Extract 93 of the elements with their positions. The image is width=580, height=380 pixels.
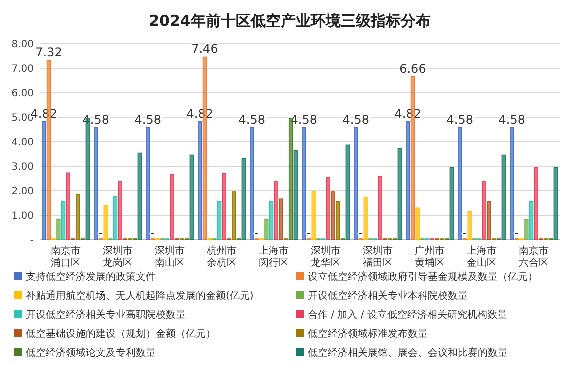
legend-label: 合作 / 加入 / 设立低空经济相关研究机构数量 [308, 309, 508, 321]
bar [468, 211, 472, 240]
y-tick-label: 3.00 [12, 162, 34, 173]
bar [274, 182, 279, 240]
bar [378, 176, 383, 240]
data-label: 7.46 [192, 42, 218, 56]
bar [482, 182, 487, 240]
bar [364, 196, 368, 240]
bar [331, 192, 336, 240]
data-label: 4.58 [498, 112, 526, 127]
bar [222, 173, 227, 240]
bar [250, 127, 254, 240]
data-label: 6.66 [400, 62, 426, 76]
data-label: 7.32 [36, 46, 62, 60]
bar [312, 192, 316, 240]
y-tick-label: 7.00 [12, 64, 34, 75]
y-tick-label: 8.00 [12, 40, 34, 50]
bar [354, 127, 358, 240]
legend-label: 开设低空经济相关专业高职院校数量 [26, 309, 186, 321]
bar [138, 152, 142, 240]
data-label: - [358, 226, 364, 240]
bar [146, 127, 150, 240]
x-tick-label: 上海市闵行区 [259, 245, 289, 269]
data-label: 4.58 [446, 112, 474, 127]
bar [42, 122, 46, 240]
bar [487, 201, 492, 240]
bar [554, 167, 558, 240]
y-tick-label: 2.00 [12, 186, 34, 198]
bar [416, 208, 420, 240]
data-label: - [98, 226, 104, 240]
bar [104, 205, 108, 240]
bar [510, 127, 514, 240]
bar [346, 144, 350, 240]
bar [279, 198, 284, 240]
chart-title: 2024年前十区低空产业环境三级指标分布 [149, 12, 431, 30]
data-label: - [150, 226, 156, 240]
x-tick-label: 深圳市龙岗区 [103, 245, 133, 269]
bar [242, 158, 246, 240]
y-tick-label: - [30, 236, 34, 246]
data-label: - [254, 226, 260, 240]
bar [217, 201, 222, 240]
data-label: - [514, 226, 520, 240]
legend-label: 开设低空经济相关专业本科院校数量 [308, 290, 468, 302]
bar [61, 201, 66, 240]
legend-label: 低空基础设施的建设（规划）金额（亿元） [26, 328, 216, 340]
y-tick-label: 1.00 [12, 211, 34, 222]
bar [232, 192, 236, 240]
bar [56, 219, 61, 240]
bar [113, 196, 118, 240]
bar [502, 154, 506, 240]
legend-label: 设立低空经济领域政府引导基金规模及数量（亿元） [308, 271, 538, 283]
legend-label: 支持低空经济发展的政策文件 [26, 271, 156, 283]
x-tick-label: 上海市金山区 [467, 245, 497, 269]
bar [118, 182, 123, 240]
bar [458, 127, 462, 240]
bar [76, 194, 80, 240]
legend-label: 低空经济相关展馆、展会、会议和比赛的数量 [308, 347, 508, 359]
x-tick-label: 南京市六合区 [519, 245, 549, 269]
bar [406, 122, 410, 240]
bar [269, 201, 274, 240]
bar [66, 172, 71, 240]
y-tick-label: 6.00 [12, 88, 34, 100]
bar [294, 150, 298, 240]
bar [524, 219, 529, 240]
x-tick-label: 南京市浦口区 [51, 245, 81, 269]
bar [94, 127, 98, 240]
data-label: 4.58 [134, 112, 162, 127]
x-tick-label: 深圳市福田区 [363, 245, 393, 269]
bar [198, 122, 202, 240]
x-tick-label: 广州市黄埔区 [415, 245, 445, 269]
bar [450, 167, 454, 240]
bar [302, 127, 306, 240]
bar [534, 167, 539, 240]
data-label: 4.58 [290, 112, 318, 127]
y-tick-label: 4.00 [12, 138, 34, 148]
bar [190, 154, 194, 240]
data-label: 4.58 [238, 112, 266, 127]
data-label: - [462, 226, 468, 240]
bar [336, 201, 340, 240]
bar [529, 201, 534, 240]
data-label: 4.58 [82, 112, 110, 127]
data-label: - [306, 226, 312, 240]
legend-label: 低空经济领域标准发布数量 [308, 328, 428, 340]
data-label: 4.58 [342, 112, 370, 127]
x-tick-label: 深圳市龙华区 [311, 245, 341, 269]
legend-label: 低空经济领域论文及专利数量 [26, 347, 156, 359]
x-tick-label: 杭州市余杭区 [206, 245, 237, 269]
x-tick-label: 深圳市南山区 [155, 245, 185, 269]
bar [326, 177, 331, 240]
bar [264, 219, 269, 240]
bar [398, 148, 402, 240]
bar [170, 174, 175, 240]
legend-label: 补贴通用航空机场、无人机起降点发展的金额(亿元) [26, 290, 254, 302]
